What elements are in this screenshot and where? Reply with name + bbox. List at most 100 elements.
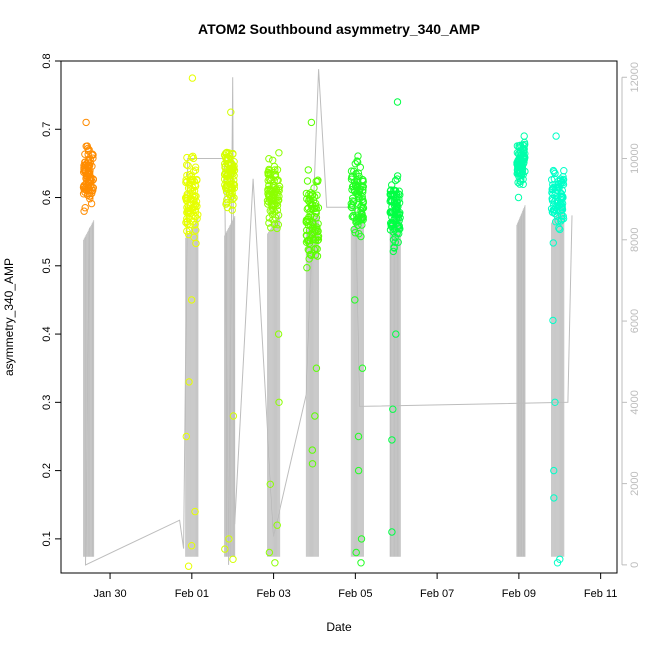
data-point — [190, 194, 198, 202]
y2-tick-label: 6000 — [629, 309, 641, 333]
data-point — [89, 154, 97, 162]
data-point — [190, 196, 198, 204]
data-point — [189, 183, 197, 192]
data-point — [391, 208, 400, 216]
data-point — [549, 316, 557, 325]
x-tick-label: Feb 09 — [502, 588, 536, 600]
data-point — [304, 166, 312, 174]
data-point — [548, 185, 556, 194]
data-point — [191, 205, 200, 214]
data-point — [388, 181, 396, 189]
y-tick-label: 0.2 — [41, 463, 53, 478]
data-point — [188, 74, 197, 82]
data-point — [191, 166, 200, 174]
data-point — [187, 153, 196, 161]
y-tick-label: 0.4 — [41, 326, 53, 341]
y-tick-label: 0.8 — [41, 53, 53, 68]
data-point — [183, 171, 191, 180]
data-point — [349, 194, 357, 203]
data-point — [355, 217, 363, 225]
data-point — [84, 156, 93, 164]
data-point — [555, 224, 563, 232]
y-axis-label: asymmetry_340_AMP — [2, 258, 16, 376]
data-point — [191, 163, 200, 171]
data-point — [273, 206, 282, 214]
data-point — [266, 480, 274, 488]
data-point — [271, 189, 279, 197]
data-point — [558, 186, 566, 195]
data-point — [354, 432, 363, 441]
data-point — [519, 149, 528, 157]
data-point — [394, 214, 402, 222]
data-point — [81, 161, 89, 169]
data-point — [84, 183, 92, 192]
data-point — [357, 215, 365, 223]
x-tick-label: Feb 07 — [420, 588, 454, 600]
data-point — [393, 172, 402, 180]
line-layer — [83, 69, 573, 566]
data-point — [264, 186, 272, 195]
points-layer — [79, 74, 568, 570]
data-point — [265, 548, 274, 557]
x-tick-label: Feb 03 — [256, 588, 290, 600]
data-point — [308, 460, 317, 468]
data-point — [515, 157, 523, 166]
data-point — [560, 167, 568, 175]
data-point — [303, 264, 311, 272]
data-point — [557, 217, 565, 225]
data-point — [184, 162, 192, 170]
data-point — [223, 176, 231, 185]
data-point — [314, 204, 323, 212]
data-point — [554, 197, 562, 205]
data-point — [311, 412, 319, 420]
data-point — [227, 183, 236, 191]
data-point — [395, 222, 403, 230]
data-point — [305, 239, 314, 247]
data-point — [229, 167, 237, 175]
data-point — [183, 161, 191, 169]
data-point — [271, 559, 279, 567]
data-point — [356, 163, 364, 172]
x-tick-label: Feb 01 — [175, 588, 209, 600]
data-point — [274, 221, 282, 229]
data-point — [549, 239, 557, 247]
data-point — [386, 226, 395, 234]
data-point — [556, 225, 564, 234]
data-point — [350, 198, 358, 206]
y-tick-label: 0.3 — [41, 395, 53, 410]
data-point — [307, 118, 316, 127]
data-point — [182, 432, 191, 441]
data-point — [229, 201, 237, 209]
data-point — [187, 175, 196, 184]
data-point — [549, 166, 558, 175]
axes-layer: Jan 30 Feb 01 Feb 03 Feb 05 Feb 07 Feb 09 Feb … — [41, 53, 641, 600]
data-point — [393, 98, 402, 106]
data-point — [390, 215, 398, 223]
data-point — [82, 118, 90, 127]
data-point — [353, 157, 361, 165]
x-axis-label: Date — [326, 620, 352, 634]
data-point — [227, 185, 235, 193]
data-point — [307, 196, 315, 204]
data-point — [307, 212, 315, 220]
data-point — [228, 192, 236, 201]
data-point — [394, 221, 402, 229]
data-point — [389, 405, 397, 413]
data-point — [272, 185, 281, 194]
data-point — [274, 176, 282, 185]
data-point — [558, 215, 566, 223]
data-point — [269, 156, 277, 165]
data-point — [192, 192, 200, 201]
data-point — [391, 176, 400, 185]
data-point — [267, 224, 275, 232]
data-point — [270, 162, 279, 171]
data-point — [516, 180, 524, 188]
data-point — [310, 184, 318, 192]
data-point — [221, 545, 229, 553]
data-point — [266, 207, 274, 215]
y-tick-label: 0.1 — [41, 531, 53, 546]
chart-title: ATOM2 Southbound asymmetry_340_AMP — [198, 21, 480, 37]
data-point — [271, 170, 280, 178]
data-point — [392, 330, 400, 338]
x-tick-label: Feb 11 — [584, 588, 617, 600]
